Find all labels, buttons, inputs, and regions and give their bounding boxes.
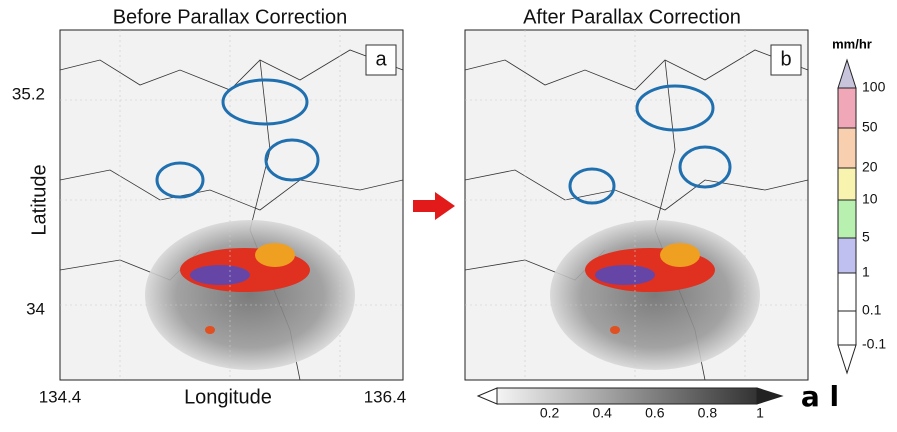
- colorbar-tick-label: 100: [862, 79, 886, 95]
- figure: Before Parallax Correction After Paralla…: [0, 0, 897, 427]
- colorbar-tick-label: 0.8: [698, 405, 718, 421]
- x-tick-label: 136.4: [364, 387, 407, 406]
- arrow: [413, 192, 455, 220]
- panel-title: After Parallax Correction: [523, 6, 741, 28]
- colorbar-tick-label: 50: [862, 119, 878, 135]
- albedo-colorbar: a l 0.2 0.4 0.6 0.8 1: [478, 380, 839, 421]
- colorbar-unit: mm/hr: [832, 36, 872, 51]
- y-tick-label: 35.2: [12, 84, 45, 103]
- x-axis-label: Longitude: [184, 386, 272, 408]
- colorbar-tick-label: 0.1: [862, 302, 882, 318]
- panel-title: Before Parallax Correction: [113, 6, 348, 28]
- colorbar-tick-label: 10: [862, 191, 878, 207]
- panel-label: a: [375, 48, 387, 70]
- rain-colorbar: mm/hr 100 50 20 10 5 1 0.1 -0.1: [832, 36, 886, 373]
- y-tick-label: 34: [26, 299, 45, 318]
- colorbar-tick-label: 20: [862, 159, 878, 175]
- colorbar-tick-label: 1: [756, 405, 764, 421]
- colorbar-tick-label: 0.6: [645, 405, 665, 421]
- colorbar-tick-label: 1: [862, 264, 870, 280]
- colorbar-tick-label: 5: [862, 229, 870, 245]
- panel-label: b: [780, 48, 791, 70]
- map-panel: a: [60, 30, 403, 380]
- map-panel: b: [465, 30, 808, 380]
- colorbar-label: a l: [801, 380, 839, 413]
- colorbar-tick-label: -0.1: [862, 336, 886, 352]
- x-tick-label: 134.4: [39, 387, 82, 406]
- colorbar-tick-label: 0.2: [540, 405, 560, 421]
- y-axis-label: Latitude: [28, 164, 50, 235]
- colorbar-tick-label: 0.4: [592, 405, 612, 421]
